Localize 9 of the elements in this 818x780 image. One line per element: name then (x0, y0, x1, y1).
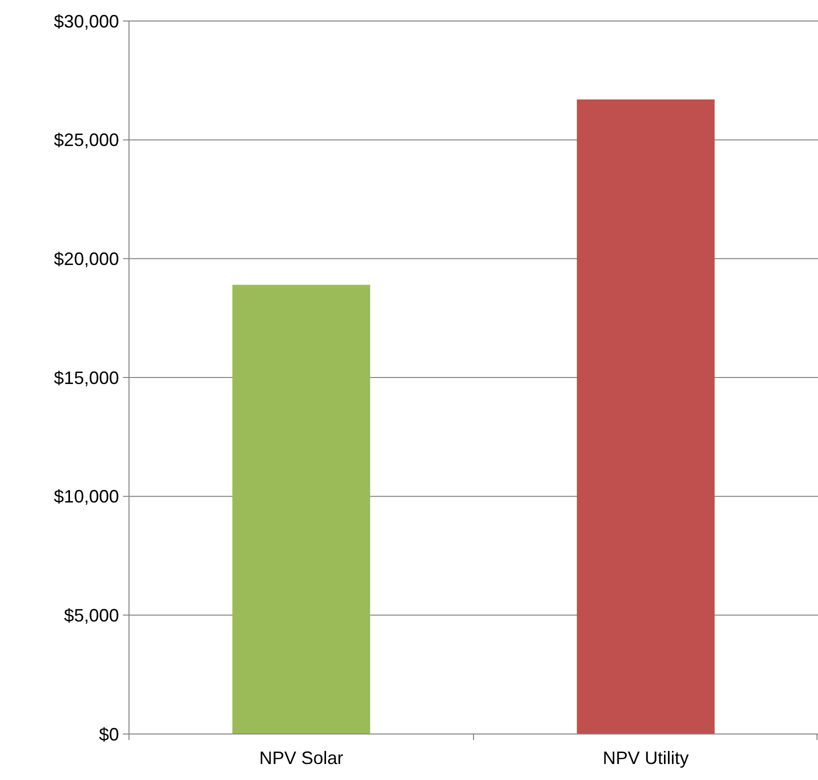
y-tick-label: $5,000 (64, 605, 119, 626)
x-tick-label: NPV Utility (602, 748, 689, 768)
y-tick-label: $20,000 (54, 248, 119, 269)
y-tick-label: $0 (98, 724, 119, 744)
y-tick-label: $10,000 (54, 486, 119, 507)
x-tick-label: NPV Solar (259, 748, 344, 768)
y-tick-label: $15,000 (54, 368, 119, 388)
y-tick-label: $30,000 (54, 11, 119, 32)
y-tick-label: $25,000 (54, 130, 119, 150)
